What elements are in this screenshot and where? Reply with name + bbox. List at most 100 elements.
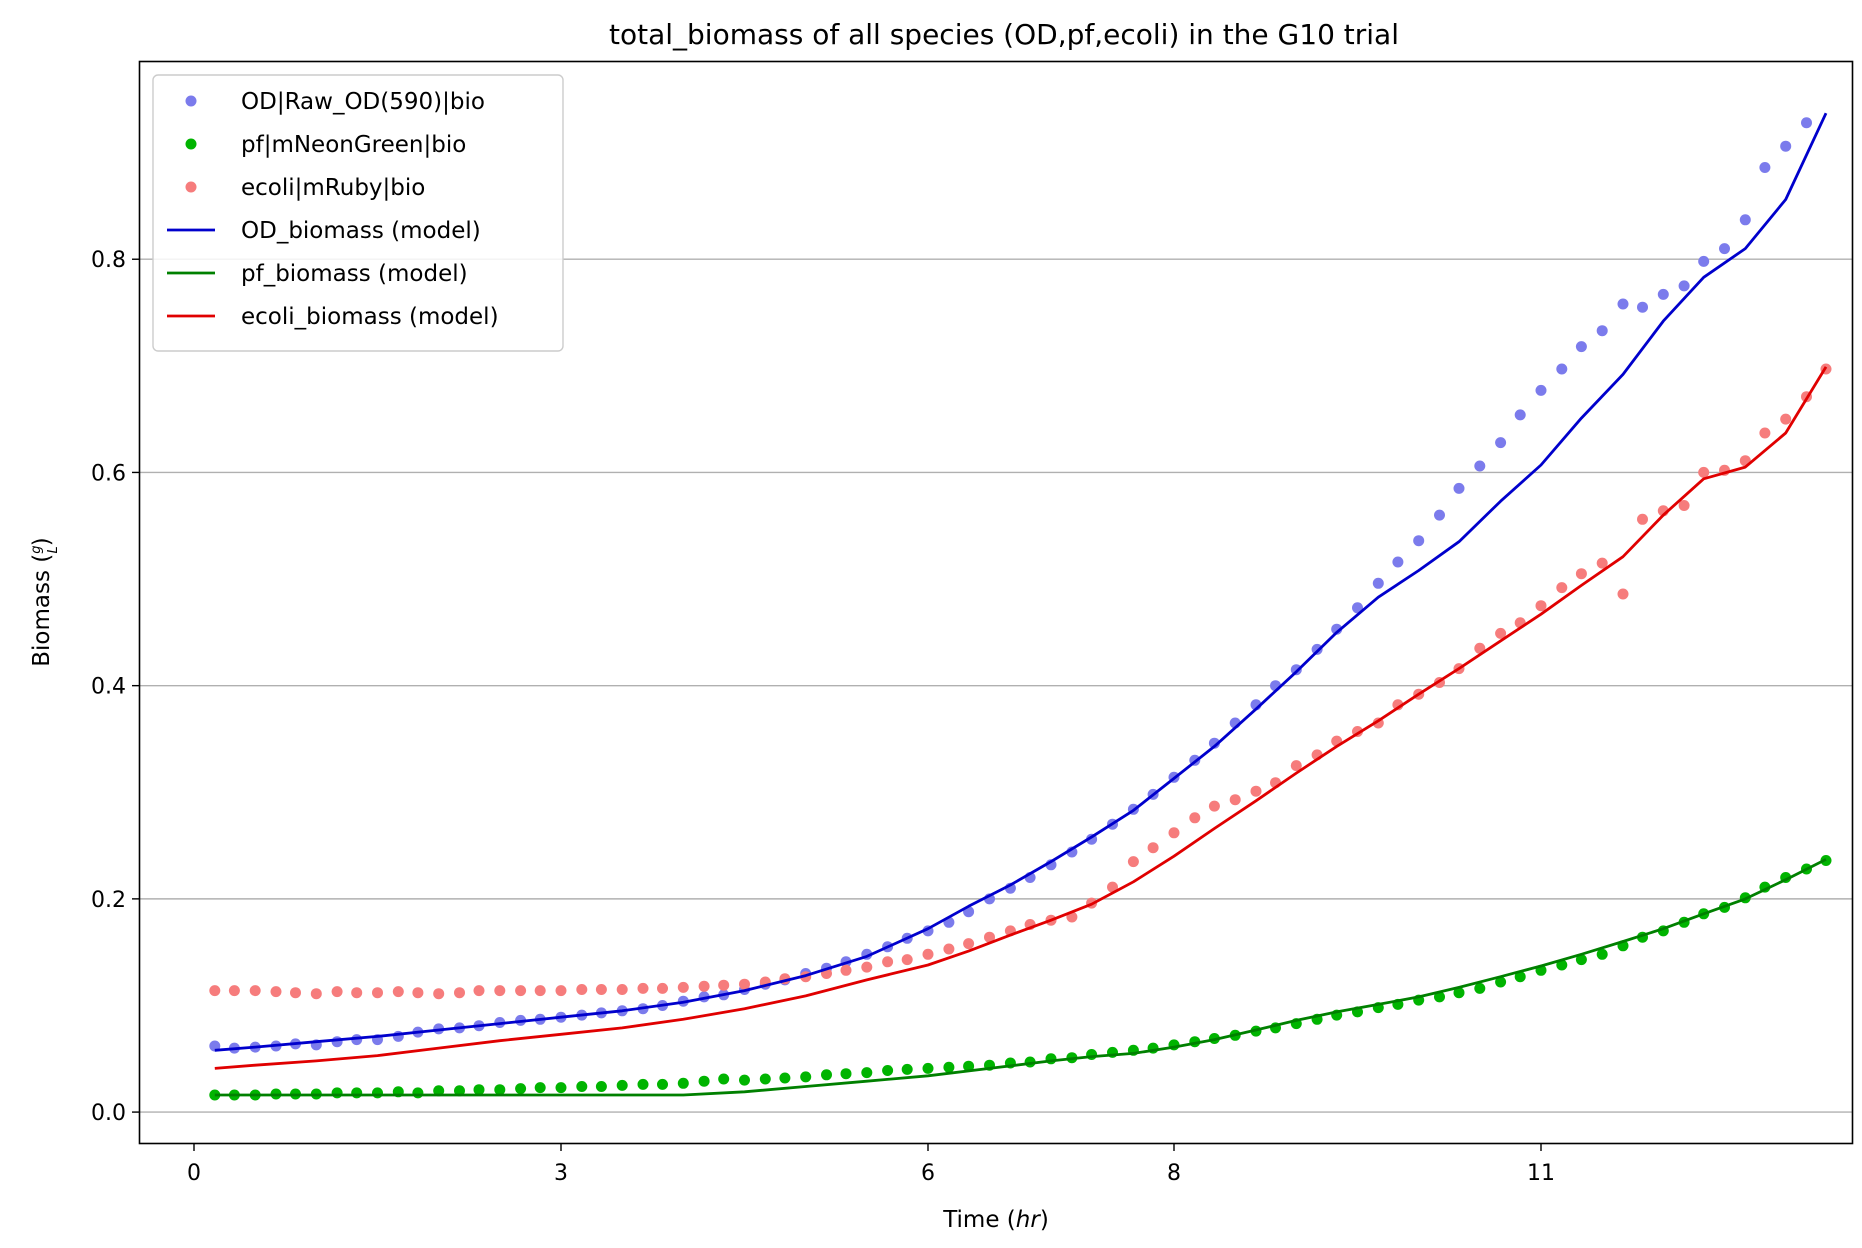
- data-point: [943, 1061, 955, 1073]
- data-point: [351, 987, 363, 999]
- series-line: [214, 112, 1828, 1052]
- data-point: [1495, 976, 1507, 988]
- y-tick-label: 0.8: [91, 248, 126, 273]
- plot-frame: [138, 60, 1854, 1145]
- y-axis: 0.0 0.2 0.4 0.6 0.8: [91, 248, 140, 1126]
- legend: OD|Raw_OD(590)|bio pf|mNeonGreen|bio ecoli…: [152, 74, 564, 352]
- data-point: [1107, 881, 1118, 893]
- data-point: [534, 985, 546, 997]
- series-line: [214, 366, 1828, 1070]
- data-point: [555, 985, 567, 997]
- data-point: [351, 1087, 363, 1099]
- data-point: [473, 1084, 485, 1096]
- data-point: [1434, 509, 1445, 521]
- legend-box: [152, 74, 564, 352]
- data-point: [1474, 982, 1486, 994]
- data-point: [984, 931, 995, 943]
- x-axis: 0 3 6 8 11: [187, 1143, 1555, 1186]
- data-point: [800, 1071, 812, 1083]
- data-point: [433, 1085, 445, 1097]
- data-point: [840, 964, 852, 976]
- legend-label: pf|mNeonGreen|bio: [241, 132, 466, 158]
- legend-label: ecoli|mRuby|bio: [241, 175, 425, 201]
- data-point: [1657, 288, 1669, 300]
- legend-label: ecoli_biomass (model): [241, 304, 499, 330]
- data-point: [1698, 255, 1710, 267]
- data-point: [677, 981, 689, 993]
- data-point: [576, 984, 588, 995]
- data-point: [1575, 954, 1587, 966]
- data-point: [1127, 856, 1139, 868]
- data-point: [515, 1083, 527, 1095]
- series-layer: [209, 112, 1832, 1101]
- data-point: [1637, 301, 1648, 313]
- data-point: [1413, 535, 1425, 547]
- data-point: [739, 1074, 750, 1086]
- data-point: [963, 938, 975, 950]
- legend-item-pf-biomass-model: pf_biomass (model): [167, 261, 468, 287]
- data-point: [1617, 298, 1629, 310]
- legend-label: OD_biomass (model): [241, 218, 481, 244]
- data-point: [331, 1087, 343, 1099]
- data-point: [922, 948, 934, 960]
- legend-marker: [185, 181, 197, 193]
- series-ecoli-biomass-model: [214, 366, 1828, 1070]
- data-point: [1331, 623, 1343, 635]
- data-point: [718, 979, 730, 991]
- data-point: [1556, 582, 1568, 594]
- legend-label: pf_biomass (model): [241, 261, 468, 287]
- data-point: [1453, 987, 1465, 999]
- data-point: [494, 1084, 506, 1096]
- gridlines: [140, 258, 1852, 1113]
- y-axis-label: Biomass (g L): [29, 537, 61, 667]
- series-pf-biomass-model: [214, 858, 1827, 1097]
- legend-marker: [185, 95, 197, 107]
- legend-item-pf-mneongreen-bio: pf|mNeonGreen|bio: [185, 132, 466, 158]
- data-point: [372, 987, 383, 999]
- x-tick-label: 6: [921, 1161, 935, 1186]
- chart-title: total_biomass of all species (OD,pf,ecol…: [609, 18, 1399, 51]
- data-point: [963, 1060, 975, 1072]
- data-point: [882, 1065, 894, 1076]
- data-point: [473, 985, 485, 997]
- data-point: [433, 988, 445, 1000]
- data-point: [1678, 280, 1690, 292]
- data-point: [555, 1082, 567, 1094]
- data-point: [616, 984, 628, 995]
- data-point: [534, 1082, 546, 1094]
- data-point: [372, 1087, 383, 1099]
- y-tick-label: 0.0: [91, 1101, 126, 1126]
- x-tick-label: 8: [1167, 1161, 1181, 1186]
- data-point: [310, 988, 322, 1000]
- data-point: [1453, 482, 1465, 494]
- data-point: [1514, 409, 1526, 421]
- data-point: [1250, 785, 1262, 797]
- x-axis-label: Time (hr): [942, 1207, 1049, 1233]
- data-point: [1556, 363, 1568, 375]
- data-point: [1495, 437, 1507, 449]
- data-point: [1208, 800, 1220, 812]
- series-od-biomass-model: [214, 112, 1828, 1052]
- data-point: [882, 956, 894, 968]
- legend-item-ecoli-biomass-model: ecoli_biomass (model): [167, 304, 499, 330]
- y-tick-label: 0.4: [91, 675, 126, 700]
- data-point: [698, 980, 710, 992]
- y-tick-label: 0.2: [91, 888, 126, 913]
- legend-item-ecoli-mruby-bio: ecoli|mRuby|bio: [185, 175, 425, 201]
- data-point: [1780, 413, 1792, 425]
- series-pf-mneongreen-bio: [209, 855, 1832, 1101]
- data-point: [1575, 568, 1587, 580]
- data-point: [392, 986, 404, 998]
- data-point: [1495, 627, 1507, 639]
- legend-marker: [185, 138, 197, 150]
- data-point: [901, 954, 913, 966]
- data-point: [1617, 588, 1629, 600]
- data-point: [1637, 513, 1648, 525]
- data-point: [616, 1079, 628, 1091]
- data-point: [595, 1081, 607, 1092]
- data-point: [698, 1075, 710, 1087]
- data-point: [901, 1063, 913, 1075]
- data-point: [1596, 948, 1608, 960]
- data-point: [331, 1036, 343, 1048]
- data-point: [1474, 642, 1486, 654]
